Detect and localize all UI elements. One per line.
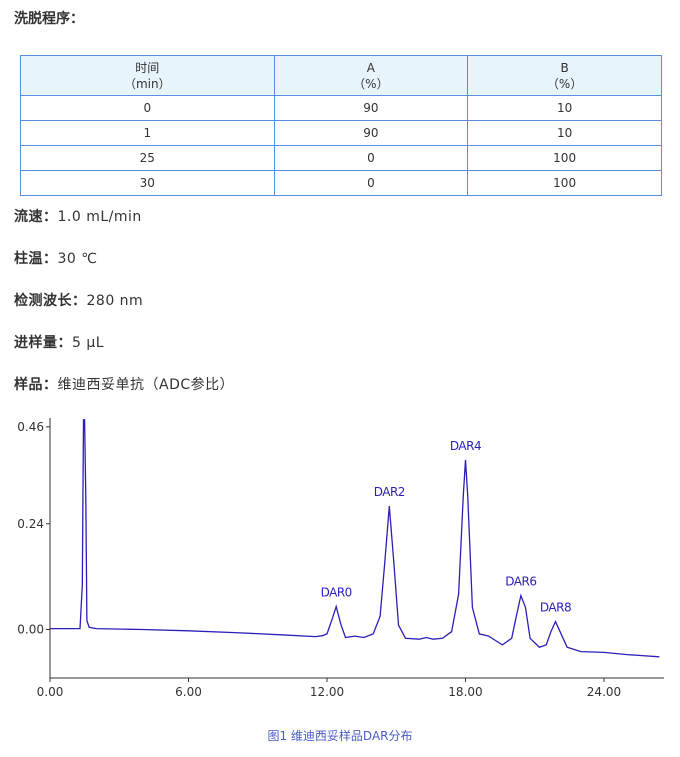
param: 流速：1.0 mL/min (14, 206, 142, 226)
param-value: 维迪西妥单抗（ADC参比） (57, 377, 235, 393)
param-label: 进样量： (14, 335, 72, 351)
x-tick-label: 24.00 (587, 685, 621, 699)
header-text: B (560, 60, 569, 75)
header-text: A (366, 60, 375, 75)
cell: 90 (273, 95, 469, 121)
param-value: 280 nm (86, 293, 144, 309)
y-tick-label: 0.24 (17, 517, 44, 531)
row: 0 90 10 (20, 95, 662, 121)
peak-label: DAR8 (540, 601, 571, 615)
param-value: 1.0 mL/min (57, 209, 142, 225)
x-tick-label: 12.00 (310, 685, 344, 699)
param-label: 流速： (14, 209, 58, 225)
heading: 洗脱程序： (14, 11, 84, 27)
header-unit: （%） (353, 76, 389, 91)
param-label: 样品： (14, 377, 58, 393)
x-tick-label: 6.00 (175, 685, 202, 699)
cell: 0 (273, 170, 469, 196)
chart: 图1 维迪西妥样品DAR分布 0.46 0.24 0.00 0.00 6.00 12.00… (17, 418, 664, 743)
caption: 图1 维迪西妥样品DAR分布 (267, 728, 412, 743)
param-label: 检测波长： (14, 293, 87, 309)
gradient-table: 时间 （min） A （%） B （%） 0 90 10 1 90 10 25 0 100 30 0… (20, 55, 662, 196)
param: 检测波长：280 nm (14, 290, 143, 310)
x-tick-label: 18.00 (448, 685, 482, 699)
param: 样品：维迪西妥单抗（ADC参比） (14, 374, 234, 394)
header-cell: A （%） (273, 55, 469, 96)
peak-label: DAR0 (321, 586, 352, 600)
cell: 0 (20, 95, 275, 121)
cell: 30 (20, 170, 275, 196)
cell: 1 (20, 120, 275, 146)
cell: 100 (467, 145, 662, 171)
param-value: 5 μL (72, 335, 105, 351)
param: 进样量：5 μL (14, 332, 104, 352)
peak-label: DAR2 (374, 485, 405, 499)
peak-label: DAR4 (450, 439, 481, 453)
row: 25 0 100 (20, 145, 662, 171)
peak-label: DAR6 (505, 575, 536, 589)
header-unit: （min） (123, 76, 171, 91)
cell: 10 (467, 95, 662, 121)
cell: 90 (273, 120, 469, 146)
header-unit: （%） (546, 76, 583, 91)
y-tick-label: 0.46 (17, 420, 44, 434)
param-label: 柱温： (14, 251, 58, 267)
cell: 100 (467, 170, 662, 196)
header-cell: 时间 （min） (20, 55, 275, 96)
param: 柱温：30 ℃ (14, 248, 98, 268)
cell: 0 (273, 145, 469, 171)
x-tick-label: 0.00 (37, 685, 64, 699)
cell: 10 (467, 120, 662, 146)
cell: 25 (20, 145, 275, 171)
chromatogram-line (50, 419, 660, 658)
header-row: 时间 （min） A （%） B （%） (20, 55, 662, 96)
header-text: 时间 (135, 60, 160, 75)
y-tick-label: 0.00 (17, 623, 44, 637)
param-value: 30 ℃ (57, 251, 98, 267)
header-cell: B （%） (467, 55, 662, 96)
row: 1 90 10 (20, 120, 662, 146)
row: 30 0 100 (20, 170, 662, 196)
